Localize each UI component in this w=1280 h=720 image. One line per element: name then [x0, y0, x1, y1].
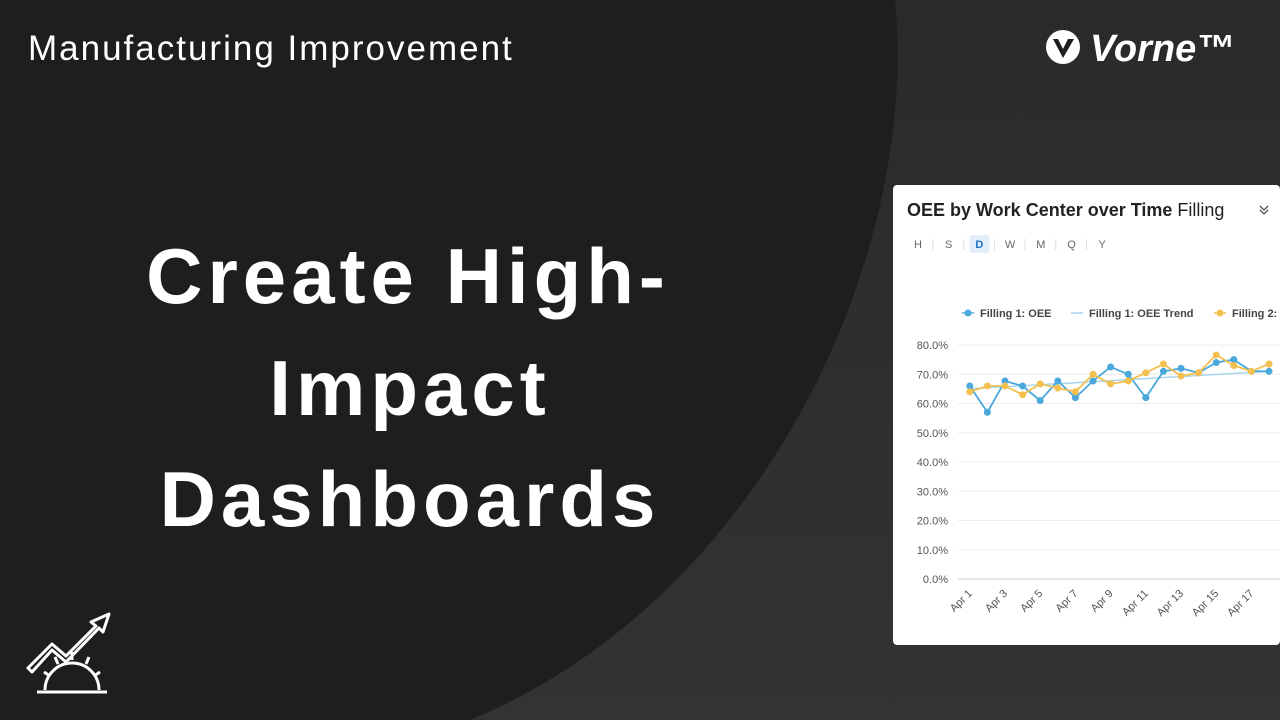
data-point — [1230, 356, 1238, 364]
data-point — [1195, 369, 1203, 377]
y-tick-label: 40.0% — [917, 457, 948, 469]
period-button[interactable]: Y — [1099, 239, 1107, 251]
data-point — [1159, 367, 1167, 375]
period-button[interactable]: W — [1005, 239, 1016, 251]
icon-gear — [43, 661, 101, 691]
data-point — [1036, 380, 1044, 388]
data-point — [1124, 370, 1132, 378]
card-filter: Filling — [1177, 200, 1224, 220]
dark-panel — [0, 0, 898, 720]
data-point — [1177, 372, 1185, 380]
y-tick-label: 60.0% — [917, 399, 948, 411]
data-point — [1071, 394, 1079, 402]
y-tick-label: 0.0% — [923, 574, 948, 586]
period-button[interactable]: S — [945, 239, 952, 251]
logo-mark — [1046, 30, 1080, 64]
data-point — [1212, 351, 1220, 359]
legend-label: Filling 2: — [1232, 308, 1277, 320]
card-title: OEE by Work Center over Time Filling — [907, 200, 1224, 220]
brand-name: Vorne™ — [1090, 28, 1234, 70]
data-point — [1159, 360, 1167, 368]
data-point — [1142, 394, 1150, 402]
headline: Create High- Impact Dashboards — [146, 232, 670, 543]
data-point — [983, 382, 991, 390]
data-point — [966, 382, 974, 390]
period-button[interactable]: D — [975, 239, 983, 251]
headline-line: Create High- — [146, 232, 670, 320]
data-point — [1177, 364, 1185, 372]
y-tick-label: 10.0% — [917, 545, 948, 557]
legend-marker — [1216, 309, 1224, 317]
data-point — [1142, 369, 1150, 377]
data-point — [1001, 377, 1009, 385]
category-label: Manufacturing Improvement — [28, 29, 514, 68]
logo-v — [1053, 39, 1074, 58]
card-title-main: OEE by Work Center over Time — [907, 200, 1172, 220]
dashboard-card: OEE by Work Center over Time Filling H S D W… — [893, 185, 1280, 645]
data-point — [1054, 384, 1062, 392]
data-point — [1107, 380, 1115, 388]
data-point — [983, 408, 991, 416]
y-tick-label: 30.0% — [917, 486, 948, 498]
data-point — [1019, 382, 1027, 390]
dropdown-chevron[interactable] — [1259, 205, 1269, 215]
data-point — [1124, 377, 1132, 385]
data-point — [1036, 397, 1044, 405]
data-point — [1212, 359, 1220, 367]
period-highlight — [969, 235, 990, 253]
data-point — [1054, 377, 1062, 385]
data-point — [1230, 361, 1238, 369]
data-point — [1265, 367, 1273, 375]
data-point — [1089, 377, 1097, 385]
y-tick-label: 20.0% — [917, 516, 948, 528]
y-tick-label: 70.0% — [917, 369, 948, 381]
data-point — [1089, 370, 1097, 378]
card-background — [893, 185, 1280, 645]
data-point — [1247, 367, 1255, 375]
data-point — [1071, 388, 1079, 396]
period-button[interactable]: M — [1036, 239, 1045, 251]
period-button[interactable]: H — [914, 239, 922, 251]
headline-line: Dashboards — [160, 455, 661, 543]
data-point — [1001, 382, 1009, 390]
legend-label: Filling 1: OEE — [980, 308, 1052, 320]
data-point — [1265, 360, 1273, 368]
headline-line: Impact — [269, 344, 550, 432]
data-point — [966, 388, 974, 396]
data-point — [1107, 363, 1115, 371]
y-tick-label: 50.0% — [917, 428, 948, 440]
data-point — [1019, 391, 1027, 399]
brand-logo: Vorne™ — [1046, 28, 1234, 70]
y-tick-label: 80.0% — [917, 340, 948, 352]
legend-label: Filling 1: OEE Trend — [1089, 308, 1194, 320]
improvement-icon — [26, 612, 111, 694]
period-button[interactable]: Q — [1067, 239, 1076, 251]
legend-marker — [964, 309, 972, 317]
icon-arrow — [26, 612, 111, 674]
